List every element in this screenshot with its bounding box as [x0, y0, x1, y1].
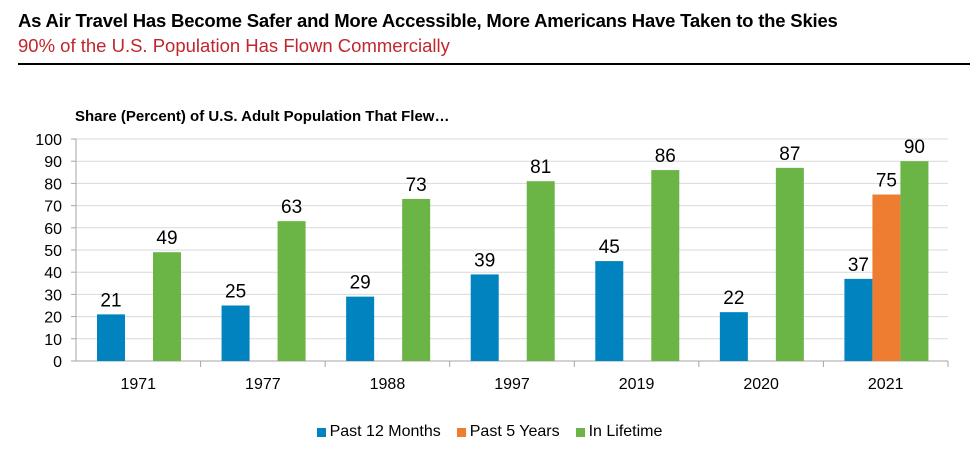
bar: [470, 274, 499, 361]
data-label: 90: [904, 137, 925, 158]
x-tick-label: 2019: [619, 376, 655, 393]
data-label: 87: [779, 144, 800, 165]
data-label: 25: [225, 282, 246, 303]
data-label: 22: [723, 288, 744, 309]
y-tick-label: 0: [53, 354, 62, 371]
bar: [346, 296, 375, 361]
data-label: 49: [156, 228, 177, 249]
data-label: 21: [100, 290, 121, 311]
bar: [872, 194, 901, 361]
y-tick-label: 70: [44, 199, 62, 216]
y-tick-label: 100: [35, 132, 62, 149]
y-tick-label: 40: [44, 265, 62, 282]
y-tick-label: 90: [44, 154, 62, 171]
legend-label: Past 12 Months: [329, 423, 441, 440]
bar: [221, 305, 250, 361]
data-label: 75: [876, 171, 897, 192]
bar: [719, 312, 748, 361]
data-label: 45: [599, 237, 620, 258]
legend-item: Past 12 Months: [316, 423, 441, 441]
bar: [844, 278, 873, 361]
chart-title: Share (Percent) of U.S. Adult Population…: [75, 108, 450, 125]
divider: [18, 63, 970, 65]
bar: [277, 221, 306, 361]
data-label: 29: [350, 273, 371, 294]
data-label: 37: [848, 255, 869, 276]
y-tick-label: 80: [44, 176, 62, 193]
bar: [526, 181, 555, 361]
y-tick-label: 20: [44, 310, 62, 327]
data-label: 81: [530, 157, 551, 178]
data-label: 86: [655, 146, 676, 167]
legend-swatch: [575, 427, 585, 437]
legend-swatch: [316, 427, 326, 437]
y-tick-label: 10: [44, 332, 62, 349]
page-title: As Air Travel Has Become Safer and More …: [18, 10, 838, 31]
bar: [651, 170, 680, 361]
y-tick-label: 60: [44, 221, 62, 238]
data-label: 63: [281, 197, 302, 218]
legend-label: Past 5 Years: [469, 423, 560, 440]
x-tick-label: 2020: [743, 376, 779, 393]
legend: Past 12 Months Past 5 Years In Lifetime: [0, 423, 979, 441]
bar: [153, 252, 181, 361]
bar: [775, 167, 804, 361]
x-tick-label: 1988: [370, 376, 406, 393]
bar: [97, 314, 125, 361]
data-label: 39: [474, 250, 495, 271]
bar: [900, 161, 929, 361]
data-label: 73: [406, 175, 427, 196]
y-tick-label: 30: [44, 287, 62, 304]
y-tick-label: 50: [44, 243, 62, 260]
legend-swatch: [456, 427, 466, 437]
x-tick-label: 1997: [494, 376, 530, 393]
legend-item: Past 5 Years: [456, 423, 560, 441]
page-subtitle: 90% of the U.S. Population Has Flown Com…: [18, 35, 450, 56]
bar: [402, 198, 431, 361]
x-tick-label: 2021: [868, 376, 904, 393]
bar: [595, 261, 624, 361]
x-tick-label: 1977: [245, 376, 281, 393]
x-tick-label: 1971: [120, 376, 156, 393]
legend-item: In Lifetime: [575, 423, 663, 441]
legend-label: In Lifetime: [588, 423, 663, 440]
